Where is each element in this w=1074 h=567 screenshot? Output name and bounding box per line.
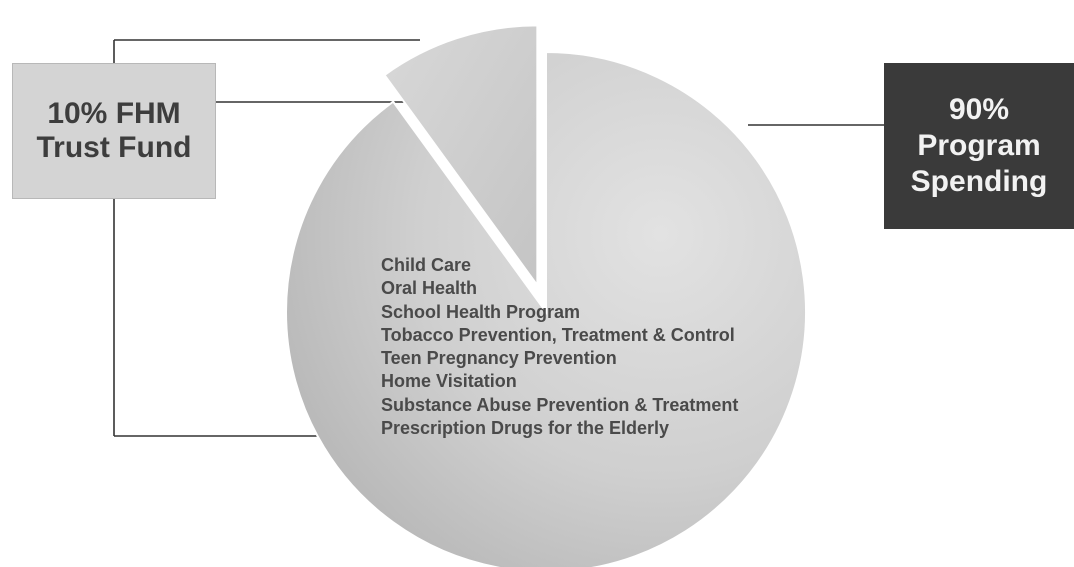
program-item: Prescription Drugs for the Elderly bbox=[381, 418, 670, 439]
pie-slices bbox=[285, 24, 807, 567]
pie-slice-program-spending bbox=[285, 50, 807, 567]
pie-slice-trust-fund bbox=[383, 24, 539, 289]
trust-fund-label: 10% FHM Trust Fund bbox=[36, 97, 192, 164]
program-item: School Health Program bbox=[381, 301, 581, 322]
program-spending-label: 90% Program Spending bbox=[910, 93, 1048, 198]
program-items-list: Child Care Oral Health School Health Pro… bbox=[381, 254, 738, 440]
program-item: Oral Health bbox=[381, 278, 478, 299]
program-item: Teen Pregnancy Prevention bbox=[381, 348, 617, 369]
program-spending-label-box: 90% Program Spending bbox=[884, 63, 1074, 229]
program-item: Child Care bbox=[381, 255, 472, 275]
program-item: Substance Abuse Prevention & Treatment bbox=[381, 394, 739, 415]
program-item: Home Visitation bbox=[381, 371, 517, 392]
program-item: Tobacco Prevention, Treatment & Control bbox=[381, 324, 735, 345]
trust-fund-label-box: 10% FHM Trust Fund bbox=[12, 63, 216, 199]
